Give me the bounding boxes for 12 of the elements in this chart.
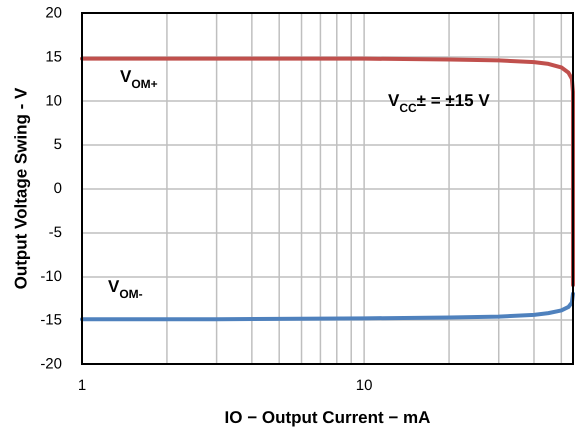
y-tick-label: -20 xyxy=(40,356,62,372)
y-axis-title: Output Voltage Swing - V xyxy=(11,86,30,290)
y-tick-label: -15 xyxy=(40,312,62,329)
y-tick-label: 5 xyxy=(54,136,62,154)
x-tick-label: 1 xyxy=(78,377,86,394)
y-tick-label: 20 xyxy=(45,4,62,22)
y-tick-label: 10 xyxy=(45,92,62,110)
y-tick-label: 0 xyxy=(54,180,62,197)
y-tick-label: -10 xyxy=(40,268,62,285)
y-tick-label: 15 xyxy=(45,48,62,66)
x-axis-title: IO − Output Current − mA xyxy=(224,408,430,427)
y-tick-label: -5 xyxy=(48,224,62,241)
